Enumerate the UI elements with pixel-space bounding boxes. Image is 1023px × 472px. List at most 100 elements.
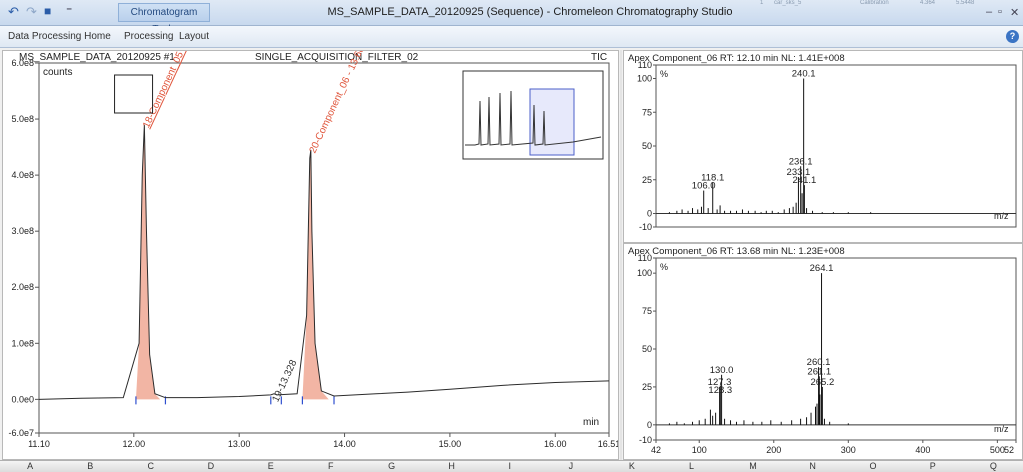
column-header-m[interactable]: M (749, 461, 757, 471)
y-tick-label: -6.0e7 (8, 428, 34, 438)
minimize-button[interactable]: – (986, 6, 993, 18)
chromatogram-header-left: MS_SAMPLE_DATA_20120925 #1 (19, 52, 175, 63)
peak-area-2 (302, 149, 329, 400)
ghost-row: 1 car_sks_5 Calibration 4.364 5.5448 (760, 0, 975, 6)
spectrum-title: Apex Component_06 RT: 12.10 min NL: 1.41… (628, 53, 845, 64)
tab-layout[interactable]: Layout (179, 31, 210, 42)
column-header-h[interactable]: H (448, 461, 455, 471)
spectrum-peak-label: 265.2 (810, 377, 834, 388)
spectrum-peak-label: 236.1 (789, 156, 813, 167)
column-header-g[interactable]: G (388, 461, 396, 471)
spectrum-frame (655, 64, 1017, 228)
column-header-e[interactable]: E (267, 461, 274, 471)
title-bar: ↶ ↷ ■ ⁼ Chromatogram Tools MS_SAMPLE_DAT… (0, 0, 1023, 35)
spreadsheet-column-header: A B C D E F G H I J K L M N O P Q (0, 460, 1023, 472)
x-tick-label: 12.00 (123, 439, 146, 449)
column-header-l[interactable]: L (689, 461, 695, 471)
spectrum-peak-label: 118.1 (701, 172, 724, 183)
tab-data-processing-home[interactable]: Data Processing Home (8, 31, 111, 42)
spectrum-x-tick-label: 500 (990, 445, 1005, 455)
x-tick-label: 15.00 (439, 439, 462, 449)
spectrum-x-unit: m/z (994, 211, 1009, 221)
spectrum-x-tick-label: 400 (915, 445, 930, 455)
x-tick-label: 11.10 (28, 439, 50, 449)
column-header-d[interactable]: D (207, 461, 215, 471)
spectrum-y-unit: % (660, 69, 668, 79)
y-tick-label: 4.0e8 (11, 170, 34, 180)
overview-trace (465, 90, 602, 146)
spectrum-title: Apex Component_06 RT: 13.68 min NL: 1.23… (628, 246, 845, 257)
spectrum-peak-label: 130.0 (710, 365, 734, 376)
x-tick-label: 13.00 (228, 439, 251, 449)
column-header-f[interactable]: F (327, 461, 334, 471)
x-tick-label: 16.51 (598, 439, 618, 449)
tic-trace (38, 124, 610, 400)
spectrum-peak-label: 127.3 (708, 377, 732, 388)
column-header-b[interactable]: B (87, 461, 94, 471)
spectrum-y-tick-label: 100 (637, 74, 652, 84)
spectrum-y-tick-label: -10 (639, 435, 652, 445)
chromatogram-panel: MS_SAMPLE_DATA_20120925 #1 SINGLE_ACQUISI… (2, 19, 620, 460)
y-tick-label: 5.0e8 (11, 114, 34, 124)
chromatogram-plot: MS_SAMPLE_DATA_20120925 #1 SINGLE_ACQUISI… (8, 19, 620, 449)
column-header-j[interactable]: J (568, 461, 574, 471)
spectrum-top-plot: Apex Component_06 RT: 12.10 min NL: 1.41… (628, 53, 1017, 232)
spectrum-peak-label: 261.1 (807, 366, 831, 377)
chromatogram-header-mid: SINGLE_ACQUISITION_FILTER_02 (255, 52, 419, 63)
save-icon[interactable]: ■ (44, 4, 52, 18)
spectrum-peak-label: 240.1 (792, 69, 816, 80)
redo-icon[interactable]: ↷ (26, 4, 37, 19)
column-header-p[interactable]: P (929, 461, 936, 471)
column-header-o[interactable]: O (869, 461, 877, 471)
peak-area-1 (135, 124, 161, 400)
peak-label-3: 20-Component_06 - 13.68 (308, 51, 367, 155)
spectrum-bottom-plot: Apex Component_06 RT: 13.68 min NL: 1.23… (628, 246, 1017, 455)
window-title: MS_SAMPLE_DATA_20120925 (Sequence) - Chr… (327, 6, 733, 18)
spectrum-peak-label: 241.1 (793, 175, 817, 186)
spectrum-y-tick-label: 50 (642, 141, 652, 151)
plot-frame (38, 62, 610, 434)
spectrum-x-unit: m/z (994, 424, 1009, 434)
spectrum-y-tick-label: 0 (647, 420, 652, 430)
undo-icon[interactable]: ↶ (8, 4, 19, 19)
y-tick-label: 6.0e8 (11, 58, 34, 68)
spectrum-y-unit: % (660, 262, 668, 272)
y-tick-label: 0.0e0 (11, 394, 34, 404)
x-tick-label: 14.00 (333, 439, 356, 449)
ribbon-tabs: Data Processing Home Processing Layout ? (0, 26, 1023, 48)
spectrum-x-tick-label: 52 (1004, 445, 1014, 455)
spectrum-x-tick-label: 300 (841, 445, 856, 455)
spectrum-y-tick-label: 25 (642, 382, 652, 392)
column-header-i[interactable]: I (508, 461, 512, 471)
spectrum-peak-label: 233.1 (787, 167, 811, 178)
spectrum-top-panel: Apex Component_06 RT: 12.10 min NL: 1.41… (623, 50, 1023, 243)
column-header-n[interactable]: N (809, 461, 816, 471)
spectrum-y-tick-label: 75 (642, 107, 652, 117)
customize-icon[interactable]: ⁼ (66, 4, 73, 18)
pane-splitter[interactable] (620, 50, 622, 460)
chromatogram-tools-tab[interactable]: Chromatogram Tools (118, 3, 210, 35)
x-unit-label: min (583, 417, 599, 428)
spectrum-y-tick-label: 25 (642, 175, 652, 185)
y-tick-label: 3.0e8 (11, 226, 34, 236)
spectrum-y-tick-label: 50 (642, 344, 652, 354)
spectrum-x-tick-label: 200 (766, 445, 781, 455)
y-unit-label: counts (43, 67, 72, 78)
peak-label-2: 19-13.328 (270, 358, 299, 404)
y-tick-label: 2.0e8 (11, 282, 34, 292)
spectrum-y-tick-label: 75 (642, 306, 652, 316)
help-icon[interactable]: ? (1006, 30, 1019, 43)
spectrum-x-tick-label: 100 (692, 445, 707, 455)
column-header-k[interactable]: K (628, 461, 635, 471)
tab-processing[interactable]: Processing (124, 31, 174, 42)
spectrum-y-tick-label: -10 (639, 222, 652, 232)
spectrum-peak-label: 128.3 (708, 385, 732, 396)
spectrum-y-tick-label: 110 (638, 253, 652, 263)
close-button[interactable]: ✕ (1010, 7, 1020, 19)
restore-button[interactable]: ▫ (998, 6, 1002, 18)
column-header-a[interactable]: A (27, 461, 34, 471)
column-header-q[interactable]: Q (989, 461, 997, 471)
column-header-c[interactable]: C (147, 461, 154, 471)
chromatogram-header-right: TIC (591, 52, 607, 63)
spectrum-y-tick-label: 110 (638, 60, 652, 70)
